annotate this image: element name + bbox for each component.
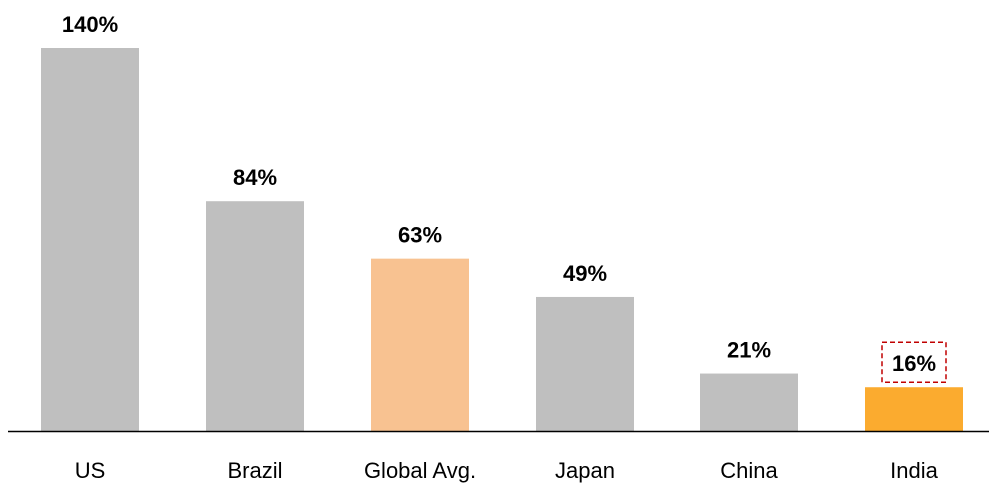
bar-india: [865, 387, 963, 431]
category-label-us: US: [75, 458, 106, 483]
bar-brazil: [206, 201, 304, 431]
bar-global-avg: [371, 258, 469, 431]
bars-layer: [41, 48, 963, 431]
bar-us: [41, 48, 139, 431]
category-label-china: China: [720, 458, 778, 483]
bar-china: [700, 373, 798, 431]
value-labels-layer: 140% 84% 63% 49% 21% 16%: [62, 12, 936, 376]
highlight-box-india: [881, 341, 947, 383]
value-label-china: 21%: [727, 338, 771, 363]
highlight-layer: [881, 341, 947, 383]
category-labels-layer: US Brazil Global Avg. Japan China India: [75, 458, 939, 483]
category-label-global-avg: Global Avg.: [364, 458, 476, 483]
value-label-brazil: 84%: [233, 165, 277, 190]
category-label-brazil: Brazil: [227, 458, 282, 483]
value-label-global-avg: 63%: [398, 223, 442, 248]
value-label-japan: 49%: [563, 261, 607, 286]
value-label-us: 140%: [62, 12, 118, 37]
category-label-japan: Japan: [555, 458, 615, 483]
value-label-india: 16%: [892, 351, 936, 376]
category-label-india: India: [890, 458, 938, 483]
bar-japan: [536, 296, 634, 431]
